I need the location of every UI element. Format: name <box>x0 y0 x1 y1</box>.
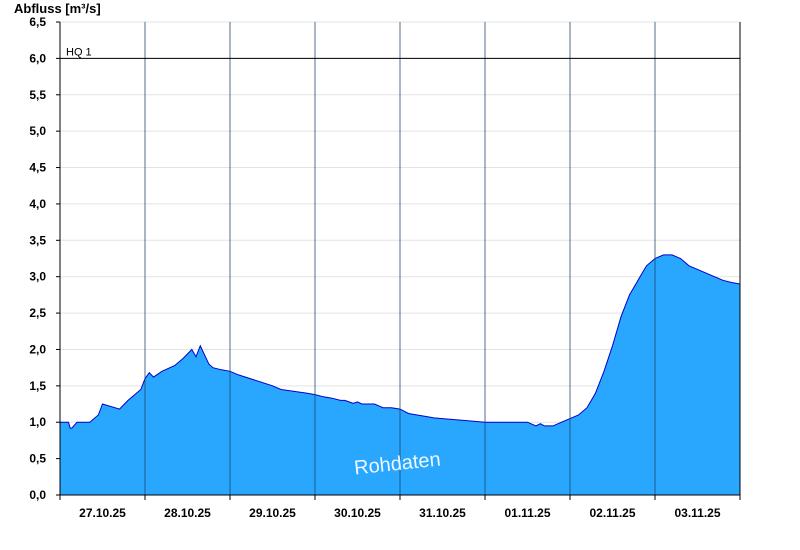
y-tick-label: 3,5 <box>29 233 46 247</box>
x-tick-label: 31.10.25 <box>419 506 466 520</box>
hq1-label: HQ 1 <box>66 46 92 58</box>
y-tick-label: 2,5 <box>29 306 46 320</box>
x-tick-label: 28.10.25 <box>164 506 211 520</box>
y-ticks: 0,0 0,5 1,0 1,5 2,0 2,5 3,0 3,5 4,0 4,5 5,0 5,5 6,0 6… <box>29 15 60 502</box>
x-tick-label: 02.11.25 <box>589 506 635 520</box>
y-axis-title: Abfluss [m³/s] <box>14 1 101 16</box>
x-tick-label: 01.11.25 <box>504 506 550 520</box>
y-tick-label: 2,0 <box>29 342 46 356</box>
x-tick-label: 30.10.25 <box>334 506 381 520</box>
y-tick-label: 1,0 <box>29 415 46 429</box>
y-tick-label: 4,5 <box>29 161 46 175</box>
discharge-line <box>60 254 741 429</box>
day-separators <box>144 22 656 495</box>
x-ticks: 27.10.25 28.10.25 29.10.25 30.10.25 31.10.25… <box>59 495 741 520</box>
y-tick-label: 3,0 <box>29 270 46 284</box>
y-tick-label: 5,5 <box>29 88 46 102</box>
y-tick-label: 6,5 <box>29 15 46 29</box>
y-tick-label: 4,0 <box>29 197 46 211</box>
x-tick-label: 29.10.25 <box>249 506 296 520</box>
x-tick-label: 03.11.25 <box>674 506 720 520</box>
y-tick-label: 5,0 <box>29 124 46 138</box>
x-tick-label: 27.10.25 <box>79 506 126 520</box>
y-tick-label: 1,5 <box>29 379 46 393</box>
y-tick-label: 0,5 <box>29 452 46 466</box>
y-tick-label: 0,0 <box>29 488 46 502</box>
y-tick-label: 6,0 <box>29 51 46 65</box>
